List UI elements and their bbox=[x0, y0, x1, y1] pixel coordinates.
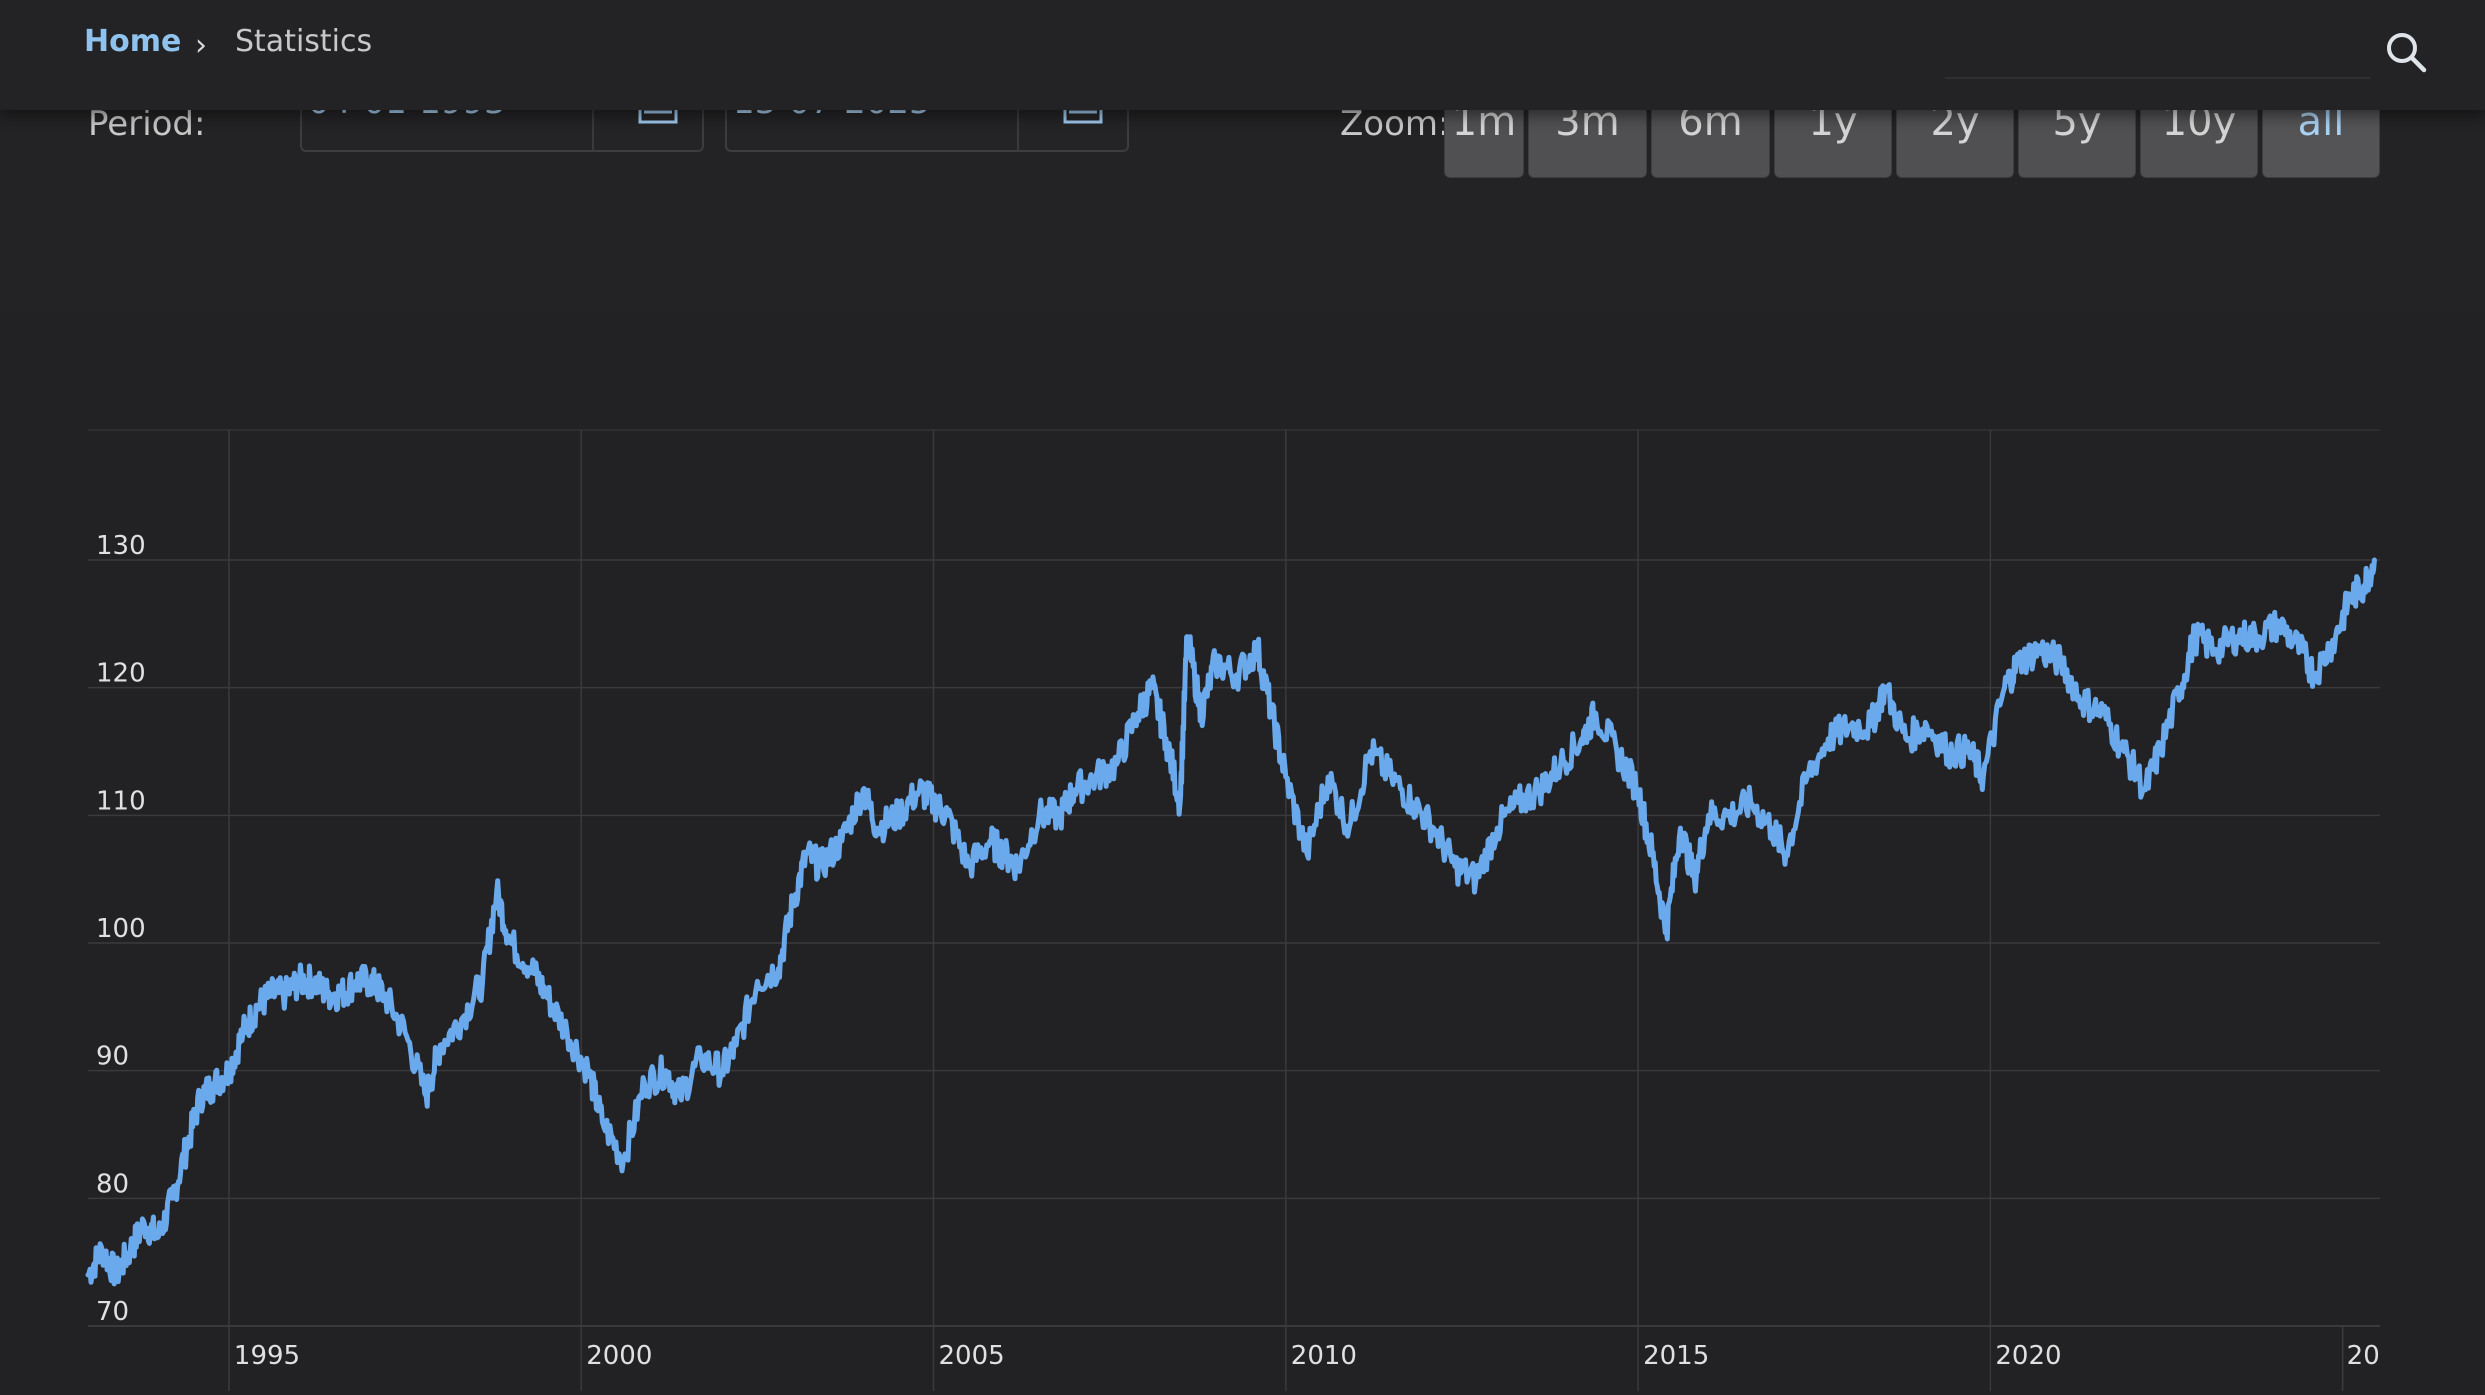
line-chart[interactable]: 70 80 90 100 110 120 130 1995 2000 2005 2010 2015 2… bbox=[0, 310, 2485, 1391]
search-input-underline[interactable] bbox=[1945, 77, 2370, 79]
y-axis: 70 80 90 100 110 120 130 bbox=[96, 531, 146, 1327]
end-date-field: 13-07-2025 bbox=[725, 108, 1129, 248]
input-divider bbox=[592, 104, 594, 150]
x-tick-label: 20 bbox=[2347, 1341, 2380, 1371]
breadcrumb-home-link[interactable]: Home bbox=[84, 24, 181, 59]
start-date-field: 04-01-1993 bbox=[300, 108, 704, 248]
y-tick-label: 120 bbox=[96, 659, 146, 689]
period-label: Period: bbox=[88, 104, 205, 144]
y-tick-label: 90 bbox=[96, 1042, 129, 1072]
gridlines bbox=[88, 430, 2380, 1391]
series-line bbox=[88, 560, 2374, 1284]
y-tick-label: 70 bbox=[96, 1297, 129, 1327]
y-tick-label: 80 bbox=[96, 1169, 129, 1199]
x-tick-label: 2005 bbox=[938, 1341, 1004, 1371]
breadcrumb-separator: › bbox=[195, 28, 207, 63]
breadcrumb-current: Statistics bbox=[235, 24, 372, 59]
y-tick-label: 130 bbox=[96, 531, 146, 561]
x-axis: 1995 2000 2005 2010 2015 2020 20 bbox=[234, 1341, 2380, 1371]
input-divider bbox=[1017, 104, 1019, 150]
x-tick-label: 2010 bbox=[1291, 1341, 1357, 1371]
y-tick-label: 100 bbox=[96, 914, 146, 944]
x-tick-label: 2000 bbox=[586, 1341, 652, 1371]
x-tick-label: 2020 bbox=[1995, 1341, 2061, 1371]
x-tick-label: 2015 bbox=[1643, 1341, 1709, 1371]
zoom-label: Zoom: bbox=[1340, 104, 1449, 144]
chart-panel: 70 80 90 100 110 120 130 1995 2000 2005 2010 2015 2… bbox=[0, 310, 2485, 1391]
top-bar: Home › Statistics bbox=[0, 0, 2485, 110]
y-tick-label: 110 bbox=[96, 786, 146, 816]
x-tick-label: 1995 bbox=[234, 1341, 300, 1371]
search-icon[interactable] bbox=[2382, 28, 2430, 76]
